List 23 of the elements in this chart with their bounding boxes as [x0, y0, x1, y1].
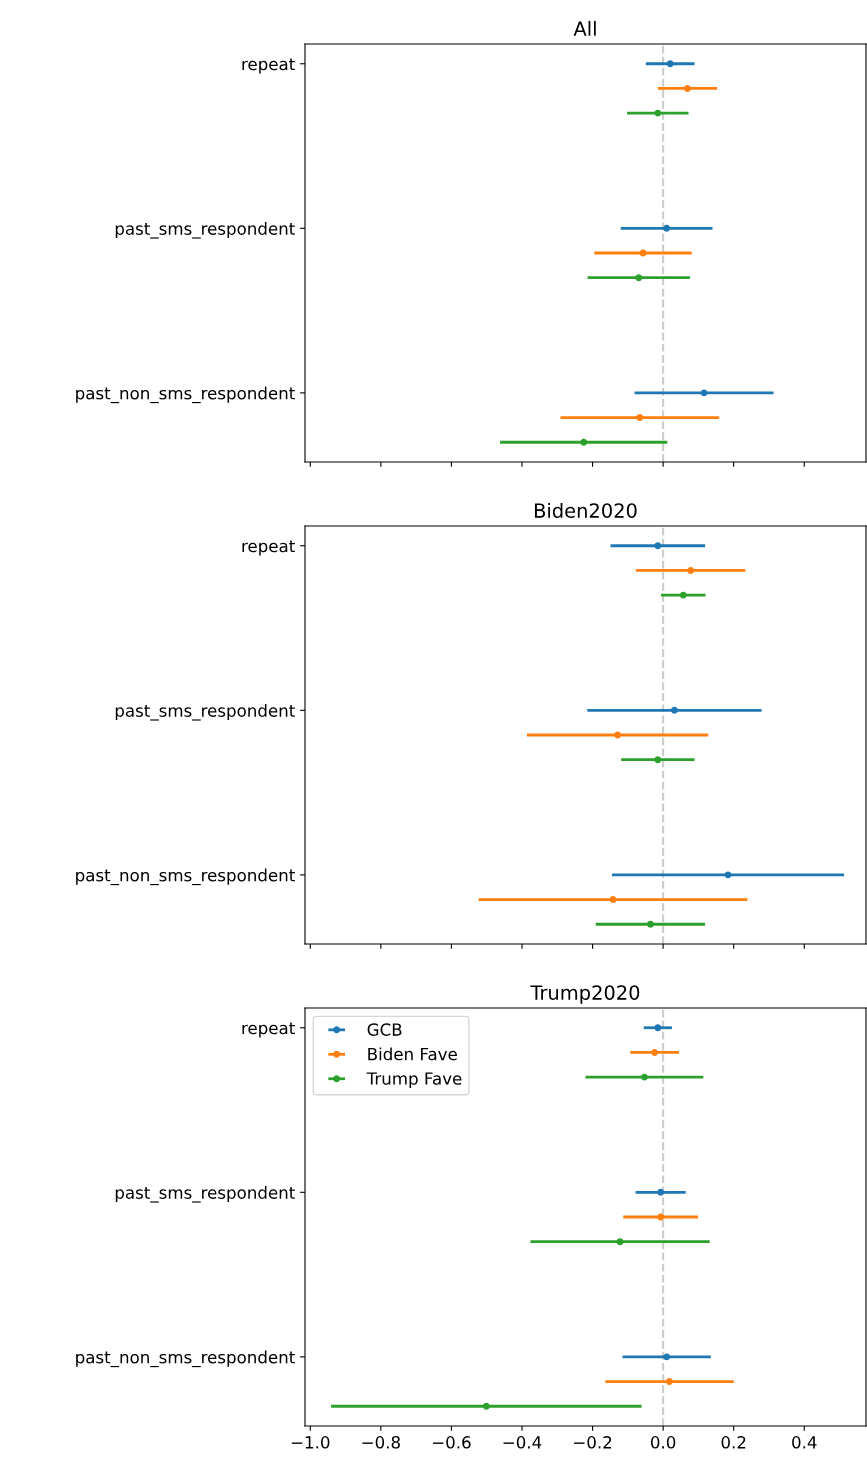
- legend-label: Biden Fave: [368, 1047, 457, 1061]
- y-tick-label: repeat: [242, 1022, 295, 1038]
- y-tick-label: repeat: [242, 540, 295, 556]
- legend-label: GCB: [367, 1023, 402, 1036]
- legend-label: Trump Fave: [366, 1072, 462, 1089]
- y-tick-label: past_non_sms_respondent: [76, 386, 295, 404]
- chart-title: Trump2020: [530, 985, 640, 1004]
- x-tick-label: 0.4: [792, 1436, 817, 1449]
- x-tick-label: −0.2: [574, 1436, 612, 1449]
- y-tick-label: past_sms_respondent: [115, 221, 295, 239]
- y-tick-label: repeat: [242, 58, 295, 74]
- x-tick-label: −0.4: [503, 1436, 542, 1449]
- x-tick-label: −0.6: [432, 1436, 471, 1449]
- y-tick-label: past_non_sms_respondent: [76, 1350, 295, 1368]
- chart-title: All: [573, 20, 596, 36]
- chart-title: Biden2020: [534, 502, 637, 518]
- y-tick-label: past_sms_respondent: [115, 1185, 295, 1203]
- x-tick-label: −0.8: [362, 1436, 400, 1449]
- x-tick-label: 0.2: [721, 1436, 746, 1449]
- y-tick-label: past_sms_respondent: [115, 703, 295, 721]
- x-tick-label: −1.0: [291, 1436, 330, 1449]
- y-tick-label: past_non_sms_respondent: [76, 868, 295, 886]
- x-tick-label: 0.0: [650, 1436, 676, 1449]
